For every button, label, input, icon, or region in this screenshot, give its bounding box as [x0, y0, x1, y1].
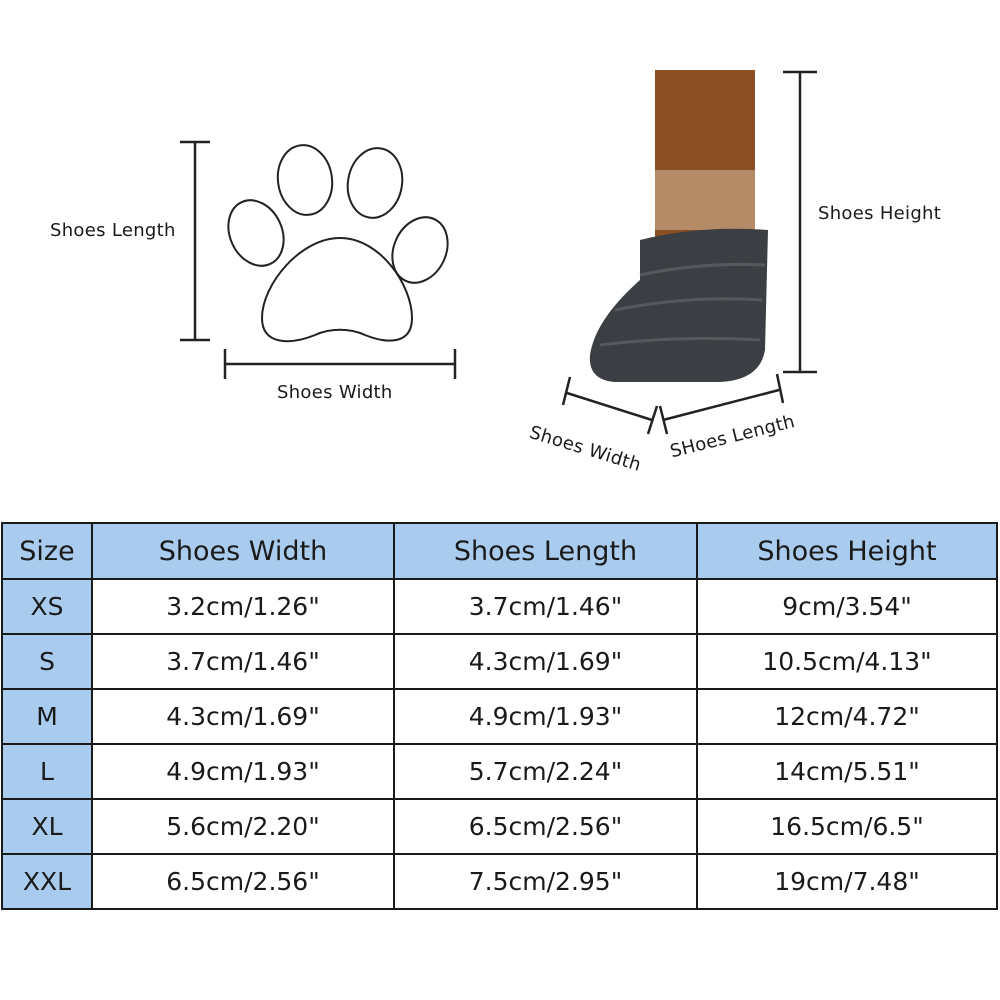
- height-cell: 10.5cm/4.13": [696, 633, 998, 690]
- size-cell: XXL: [1, 853, 93, 910]
- size-chart-table: Size Shoes Width Shoes Length Shoes Heig…: [1, 522, 998, 910]
- table-header-row: Size Shoes Width Shoes Length Shoes Heig…: [1, 522, 998, 580]
- header-shoes-width: Shoes Width: [91, 522, 395, 580]
- paw-length-dimension: [180, 140, 210, 342]
- width-cell: 3.2cm/1.26": [91, 578, 395, 635]
- table-row: L 4.9cm/1.93" 5.7cm/2.24" 14cm/5.51": [1, 743, 998, 800]
- paw-length-label: Shoes Length: [50, 220, 176, 241]
- size-cell: M: [1, 688, 93, 745]
- diagram-graphics: [180, 70, 817, 435]
- table-row: XXL 6.5cm/2.56" 7.5cm/2.95" 19cm/7.48": [1, 853, 998, 910]
- shoe-height-label: Shoes Height: [818, 203, 942, 224]
- shoe-length-dimension: [658, 373, 785, 435]
- length-cell: 5.7cm/2.24": [393, 743, 698, 800]
- shoe-image: [589, 70, 768, 382]
- height-cell: 9cm/3.54": [696, 578, 998, 635]
- width-cell: 4.3cm/1.69": [91, 688, 395, 745]
- size-cell: L: [1, 743, 93, 800]
- length-cell: 4.9cm/1.93": [393, 688, 698, 745]
- table-row: S 3.7cm/1.46" 4.3cm/1.69" 10.5cm/4.13": [1, 633, 998, 690]
- height-cell: 14cm/5.51": [696, 743, 998, 800]
- width-cell: 6.5cm/2.56": [91, 853, 395, 910]
- header-shoes-height: Shoes Height: [696, 522, 998, 580]
- header-size: Size: [1, 522, 93, 580]
- table-row: M 4.3cm/1.69" 4.9cm/1.93" 12cm/4.72": [1, 688, 998, 745]
- table-row: XS 3.2cm/1.26" 3.7cm/1.46" 9cm/3.54": [1, 578, 998, 635]
- size-cell: XL: [1, 798, 93, 855]
- height-cell: 12cm/4.72": [696, 688, 998, 745]
- paw-icon: [227, 144, 449, 343]
- shoe-width-dimension: [561, 376, 659, 435]
- width-cell: 5.6cm/2.20": [91, 798, 395, 855]
- length-cell: 3.7cm/1.46": [393, 578, 698, 635]
- size-cell: S: [1, 633, 93, 690]
- width-cell: 4.9cm/1.93": [91, 743, 395, 800]
- size-cell: XS: [1, 578, 93, 635]
- length-cell: 7.5cm/2.95": [393, 853, 698, 910]
- height-cell: 19cm/7.48": [696, 853, 998, 910]
- length-cell: 6.5cm/2.56": [393, 798, 698, 855]
- height-cell: 16.5cm/6.5": [696, 798, 998, 855]
- table-row: XL 5.6cm/2.20" 6.5cm/2.56" 16.5cm/6.5": [1, 798, 998, 855]
- shoe-height-dimension: [783, 70, 817, 374]
- width-cell: 3.7cm/1.46": [91, 633, 395, 690]
- length-cell: 4.3cm/1.69": [393, 633, 698, 690]
- header-shoes-length: Shoes Length: [393, 522, 698, 580]
- paw-width-label: Shoes Width: [277, 382, 393, 403]
- paw-width-dimension: [223, 349, 457, 379]
